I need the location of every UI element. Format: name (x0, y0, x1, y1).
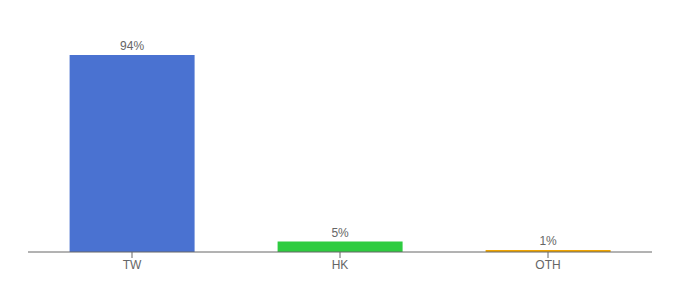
svg-text:OTH: OTH (535, 258, 560, 272)
svg-text:5%: 5% (331, 226, 349, 240)
svg-text:HK: HK (332, 258, 349, 272)
svg-text:94%: 94% (120, 39, 144, 53)
svg-text:1%: 1% (539, 234, 557, 248)
svg-text:TW: TW (123, 258, 142, 272)
